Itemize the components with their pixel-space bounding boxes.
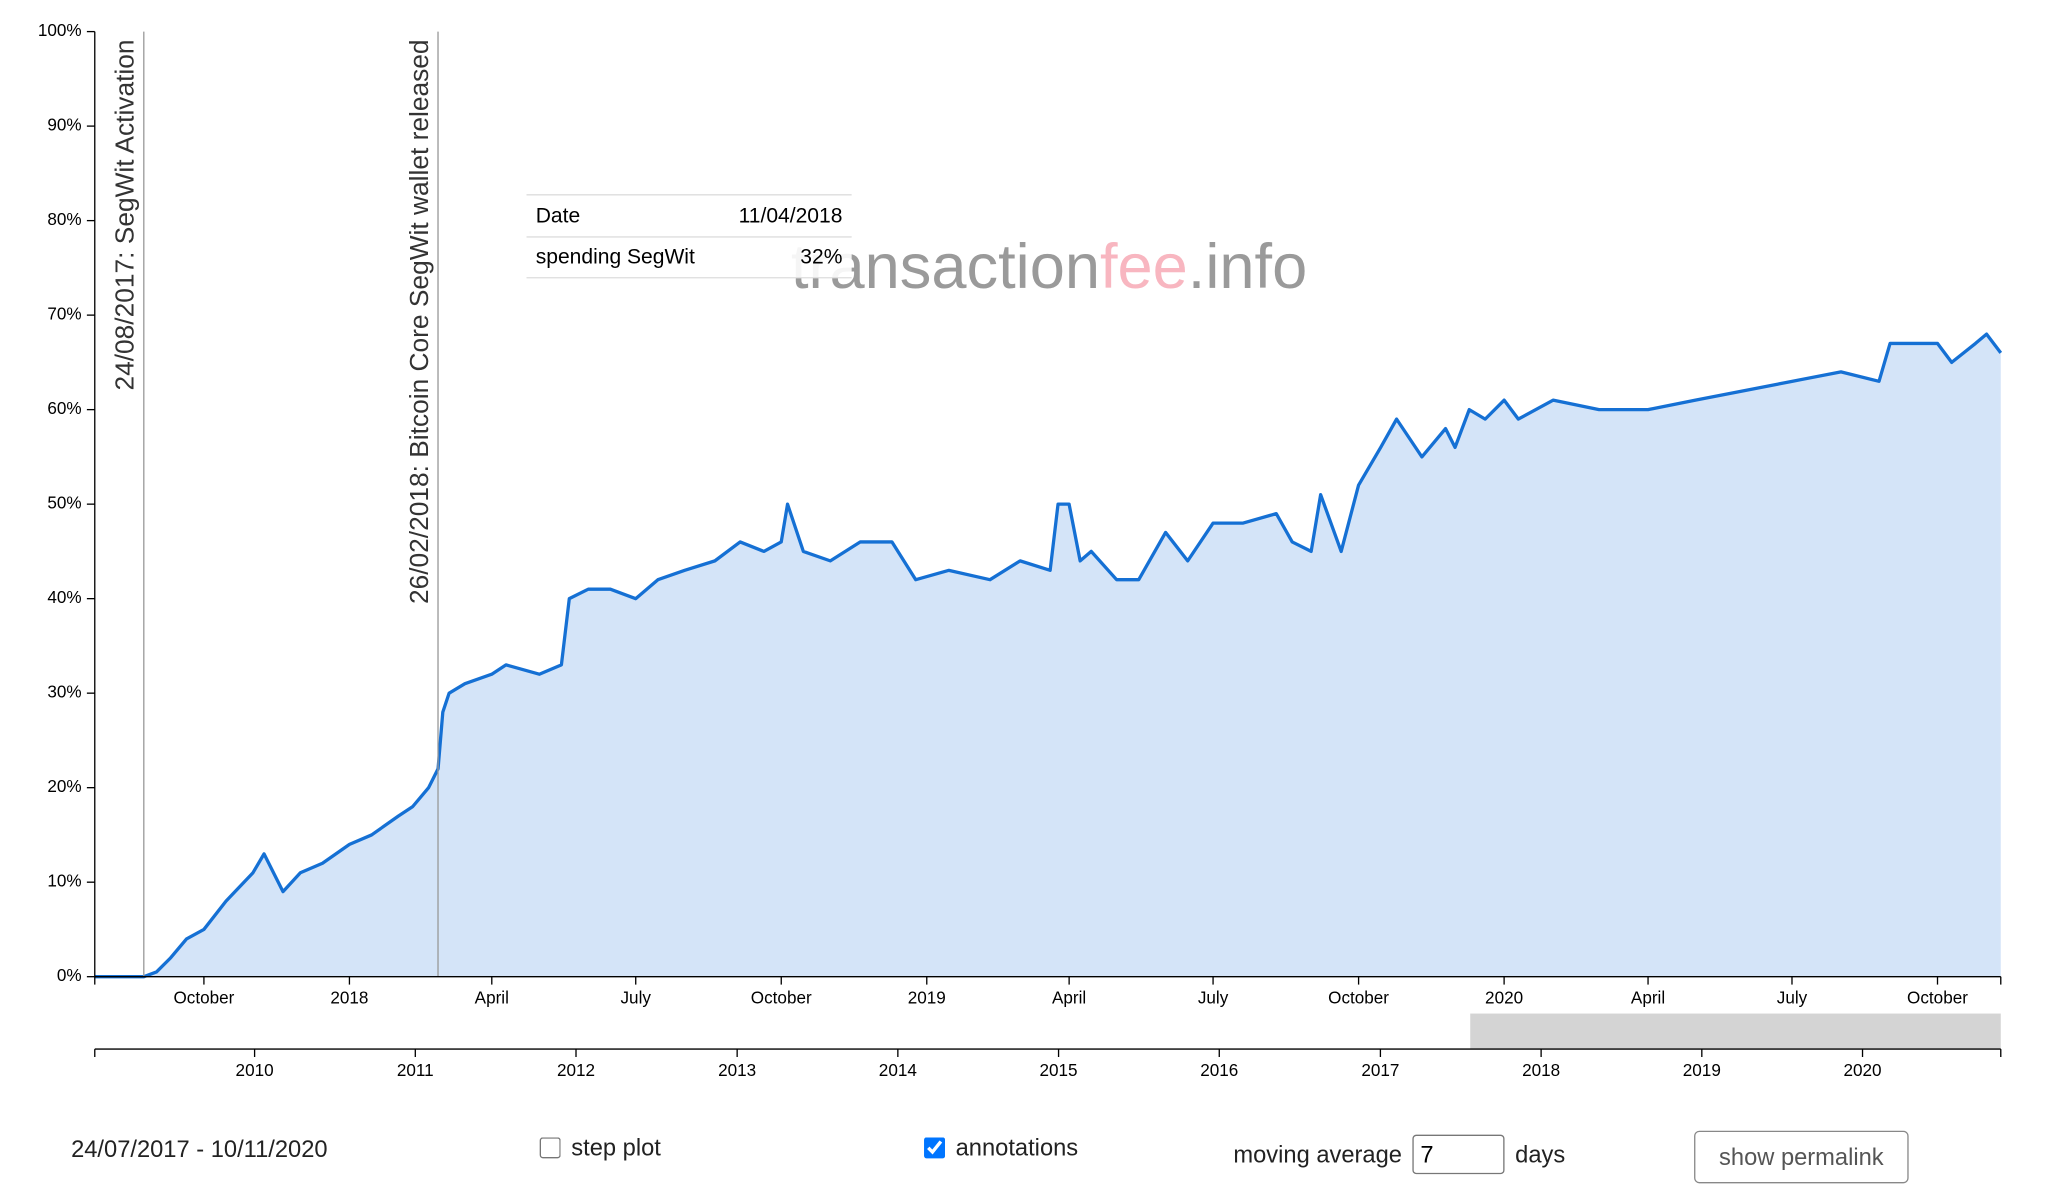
x-tick-label: July [1198,989,1229,1008]
permalink-button[interactable]: show permalink [1694,1130,1909,1184]
navigator-tick-label: 2010 [236,1061,274,1080]
brush [1470,1013,2001,1050]
y-tick-label: 70% [47,305,81,324]
area [94,334,2001,977]
tooltip-value: 32% [800,246,842,269]
annotation-label: 24/08/2017: SegWit Activation [110,39,140,390]
y-tick-label: 80% [47,210,81,229]
x-tick-label: 2020 [1485,989,1523,1008]
x-tick-label: April [1631,989,1665,1008]
annotations-toggle[interactable]: annotations [924,1132,1078,1164]
x-tick-label: October [173,989,234,1008]
checkbox[interactable] [539,1137,561,1159]
x-tick-label: 2018 [330,989,368,1008]
watermark: transactionfee.info [791,232,1307,302]
annotation-label: 26/02/2018: Bitcoin Core SegWit wallet r… [404,39,434,604]
tooltip: Date 11/04/2018 spending SegWit 32% [526,194,852,279]
x-tick-label: October [1907,989,1968,1008]
navigator-tick-label: 2012 [557,1061,595,1080]
x-tick-label: July [1777,989,1808,1008]
date-range: 24/07/2017 - 10/11/2020 [71,1135,328,1162]
label: step plot [571,1133,661,1161]
x-tick-label: 2019 [908,989,946,1008]
y-tick-label: 0% [57,966,82,985]
x-tick-label: April [475,989,509,1008]
y-tick-label: 10% [47,872,81,891]
navigator-tick-label: 2013 [718,1061,756,1080]
tooltip-value: 11/04/2018 [739,205,843,228]
x-tick-label: July [621,989,652,1008]
navigator-tick-label: 2016 [1200,1061,1238,1080]
label: moving average [1233,1140,1402,1167]
navigator-tick-label: 2015 [1040,1061,1078,1080]
line [94,332,2003,979]
y-tick-label: 100% [38,21,82,40]
unit: days [1515,1140,1566,1167]
x-tick-label: April [1052,989,1086,1008]
y-tick-label: 50% [47,494,81,513]
navigator-tick-label: 2019 [1683,1061,1721,1080]
tooltip-key: Date [536,205,580,228]
moving-average-input[interactable] [1412,1134,1505,1175]
y-tick-label: 60% [47,399,81,418]
watermark-part: fee [1100,232,1188,302]
chart: 24/08/2017: SegWit Activation 26/02/2018:… [38,21,2003,1080]
navigator-tick-label: 2018 [1522,1061,1560,1080]
label: annotations [955,1133,1079,1161]
y-tick-label: 90% [47,116,81,135]
navigator-tick-label: 2020 [1843,1061,1881,1080]
y-tick-label: 40% [47,588,81,607]
y-tick-label: 30% [47,683,81,702]
checkbox[interactable] [924,1137,946,1159]
plot: 24/08/2017: SegWit Activation 26/02/2018:… [38,21,2003,1080]
navigator-tick-label: 2017 [1361,1061,1399,1080]
step-plot-toggle[interactable]: step plot [539,1132,661,1164]
x-tick-label: October [751,989,812,1008]
watermark-part: .info [1188,232,1307,302]
x-tick-label: October [1328,989,1389,1008]
moving-average: moving average days [1233,1132,1565,1177]
navigator-tick-label: 2014 [879,1061,918,1080]
navigator-tick-label: 2011 [397,1061,434,1080]
tooltip-key: spending SegWit [536,246,695,269]
y-tick-label: 20% [47,777,81,796]
